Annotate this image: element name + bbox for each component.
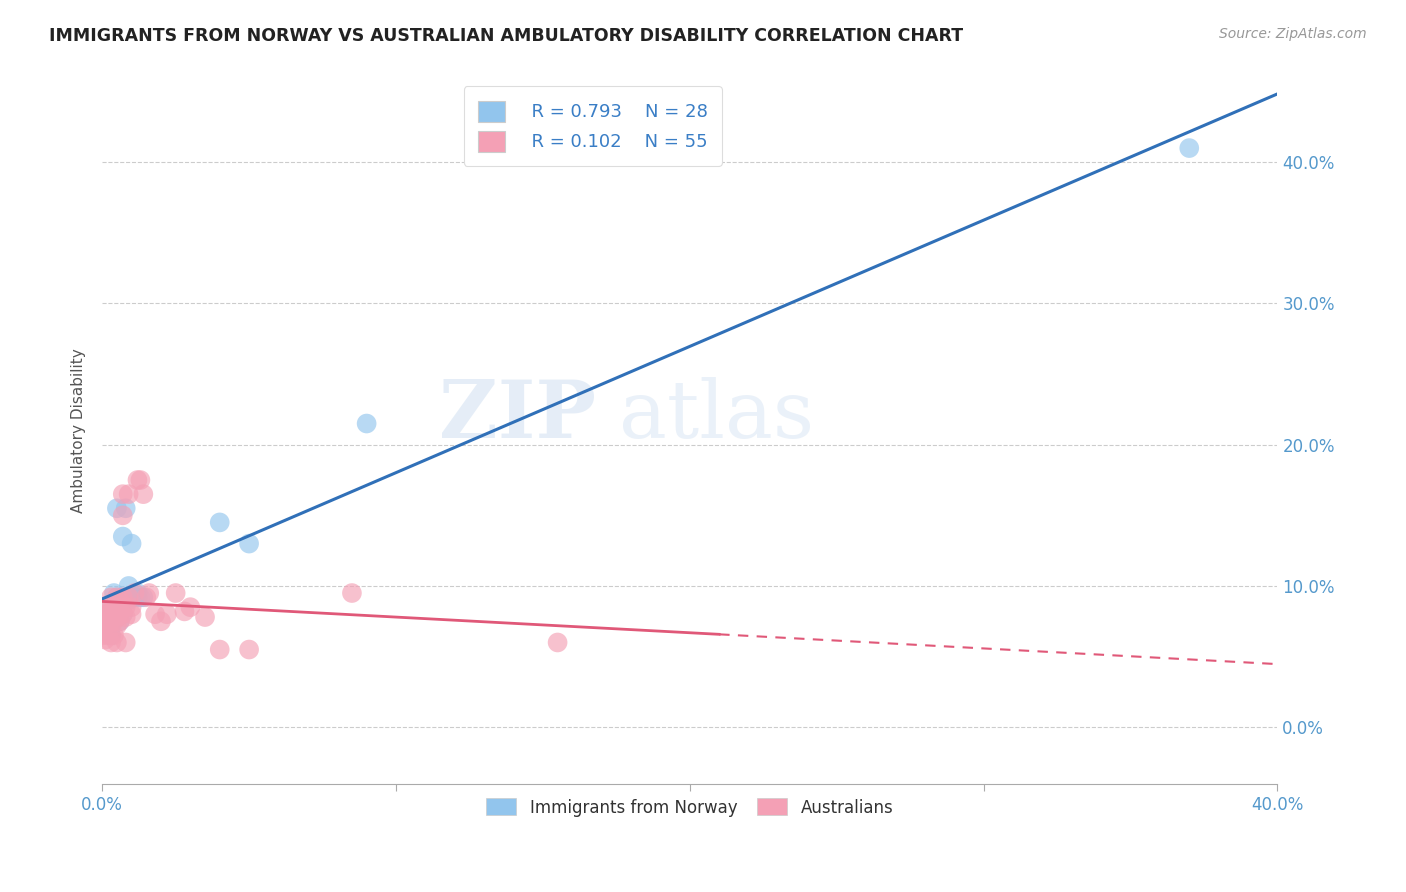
Point — [111, 529, 134, 543]
Point — [124, 591, 146, 605]
Point — [138, 586, 160, 600]
Point — [105, 501, 128, 516]
Point — [127, 586, 149, 600]
Point — [100, 591, 122, 605]
Point — [103, 586, 125, 600]
Point — [100, 635, 122, 649]
Point — [108, 615, 131, 629]
Point — [127, 473, 149, 487]
Point — [121, 536, 143, 550]
Point — [97, 600, 120, 615]
Point — [91, 615, 114, 629]
Legend: Immigrants from Norway, Australians: Immigrants from Norway, Australians — [478, 790, 901, 825]
Point — [103, 600, 125, 615]
Point — [105, 610, 128, 624]
Point — [114, 610, 136, 624]
Point — [97, 615, 120, 629]
Point — [94, 607, 117, 622]
Point — [173, 604, 195, 618]
Point — [135, 591, 157, 605]
Text: atlas: atlas — [619, 377, 814, 456]
Point — [238, 642, 260, 657]
Point — [100, 600, 122, 615]
Point — [208, 516, 231, 530]
Point — [108, 604, 131, 618]
Point — [111, 591, 134, 605]
Point — [91, 621, 114, 635]
Point — [118, 591, 141, 605]
Point — [127, 591, 149, 605]
Point — [1178, 141, 1201, 155]
Point — [356, 417, 378, 431]
Point — [97, 615, 120, 629]
Point — [114, 501, 136, 516]
Point — [108, 600, 131, 615]
Text: IMMIGRANTS FROM NORWAY VS AUSTRALIAN AMBULATORY DISABILITY CORRELATION CHART: IMMIGRANTS FROM NORWAY VS AUSTRALIAN AMB… — [49, 27, 963, 45]
Point — [149, 615, 172, 629]
Point — [103, 628, 125, 642]
Point — [94, 632, 117, 647]
Point — [156, 607, 179, 622]
Point — [114, 591, 136, 605]
Point — [194, 610, 217, 624]
Point — [105, 610, 128, 624]
Point — [121, 591, 143, 605]
Point — [94, 604, 117, 618]
Y-axis label: Ambulatory Disability: Ambulatory Disability — [72, 348, 86, 513]
Point — [91, 628, 114, 642]
Point — [118, 593, 141, 607]
Point — [114, 635, 136, 649]
Point — [132, 487, 155, 501]
Point — [124, 586, 146, 600]
Point — [97, 628, 120, 642]
Point — [100, 628, 122, 642]
Point — [114, 600, 136, 615]
Point — [105, 635, 128, 649]
Point — [111, 607, 134, 622]
Point — [105, 591, 128, 605]
Point — [105, 591, 128, 605]
Point — [103, 607, 125, 622]
Point — [97, 607, 120, 622]
Point — [208, 642, 231, 657]
Point — [238, 536, 260, 550]
Text: Source: ZipAtlas.com: Source: ZipAtlas.com — [1219, 27, 1367, 41]
Point — [103, 615, 125, 629]
Point — [103, 607, 125, 622]
Point — [100, 615, 122, 629]
Point — [111, 607, 134, 622]
Point — [340, 586, 363, 600]
Point — [143, 607, 166, 622]
Point — [111, 508, 134, 523]
Point — [165, 586, 187, 600]
Point — [132, 591, 155, 605]
Point — [129, 591, 152, 605]
Point — [108, 593, 131, 607]
Point — [105, 618, 128, 632]
Point — [547, 635, 569, 649]
Point — [100, 628, 122, 642]
Point — [118, 579, 141, 593]
Point — [100, 618, 122, 632]
Point — [121, 600, 143, 615]
Point — [179, 600, 201, 615]
Point — [118, 487, 141, 501]
Point — [111, 487, 134, 501]
Point — [105, 600, 128, 615]
Point — [129, 473, 152, 487]
Point — [121, 607, 143, 622]
Point — [108, 615, 131, 629]
Point — [94, 618, 117, 632]
Text: ZIP: ZIP — [439, 377, 596, 456]
